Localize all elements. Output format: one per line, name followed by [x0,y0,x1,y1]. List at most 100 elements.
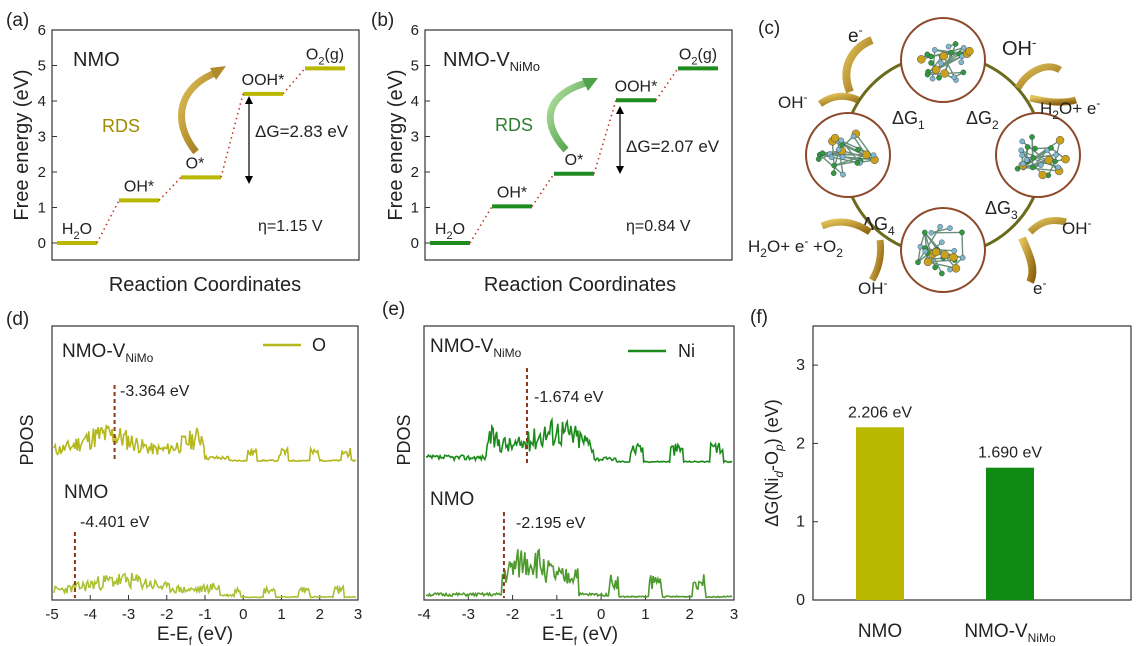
atom [1053,151,1059,158]
panel-e-xlabel: E-Ef (eV) [542,624,618,646]
y-tick-label: 3 [38,129,46,146]
atom-bond [961,232,964,258]
panel-c: (c) ΔG1 ΔG2 ΔG3 ΔG4 e- OH- OH- H2O+ e- O… [748,17,1100,298]
atom-bond [931,227,951,234]
atom [1018,147,1024,154]
atom [931,65,941,74]
panel-a-title: NMO [73,49,120,71]
y-tick-label: 3 [796,357,805,374]
panel-c-label: (c) [758,18,780,39]
panel-b-dg-arrow-down-icon [616,166,624,174]
atom [932,264,938,271]
atom [839,154,846,160]
atom [951,248,958,254]
step-label: H2O [62,221,92,242]
pdos-curve [53,572,357,599]
atom [945,43,952,50]
atom-bond [1023,166,1060,172]
x-tick-label: 3 [730,606,738,623]
y-tick-label: 1 [796,514,805,531]
panel-d-axes [51,325,359,601]
panel-e-curves [425,368,733,599]
atom [947,225,953,231]
panel-a: (a) NMO Free energy (eV) Reaction Coordi… [6,10,360,296]
y-tick-label: 5 [411,58,419,75]
atom [835,146,842,153]
atom [923,257,933,267]
atom [931,247,941,257]
atom [949,253,958,262]
atom [870,152,877,158]
atom [840,171,846,178]
atom [1024,144,1031,150]
c-oh-bottom: OH- [858,276,888,298]
panel-b-axes [424,29,733,261]
c-oh-top-right: OH- [1002,35,1036,60]
x-tick-label: -2 [160,606,173,623]
panel-a-dg-arrow-up-icon [245,96,253,104]
panel-a-axes [51,29,360,261]
y-tick-label: 4 [38,93,46,110]
rds-arrow-icon [178,68,220,155]
atom [960,45,967,51]
atom [939,51,948,61]
x-tick-label: -4 [417,606,430,623]
panel-e-xticks: -4 -3 -2 -1 0 1 2 3 [417,595,738,623]
atom [922,248,929,255]
step-label: O* [565,152,584,169]
y-tick-label: 2 [38,164,46,181]
atom [958,59,965,66]
atom [1032,145,1038,152]
atom [924,51,931,58]
panel-e-axes [423,325,735,601]
panel-f-yticks: 0 1 2 3 [796,357,818,609]
y-tick-label: 1 [38,200,46,217]
dg1-label: ΔG1 [892,108,925,132]
structure-nodes [805,17,1081,293]
flow-arrow-icon [1027,216,1067,235]
panel-e-ylabel: PDOS [394,414,414,465]
atom [938,60,945,67]
atom [1044,155,1053,165]
bar [856,427,904,600]
atom [951,264,961,273]
atom [855,146,861,153]
rds-arrowhead-icon [210,66,226,80]
panel-d-series-2: NMO [64,482,108,503]
step-connector [220,93,244,178]
panel-b-yticks: 0 1 2 3 4 5 6 [411,22,430,252]
panel-b-delta-g: ΔG=2.07 eV [626,137,720,156]
panel-a-xlabel: Reaction Coordinates [109,274,301,296]
atom [960,69,967,76]
panel-d-label: (d) [6,309,29,330]
y-tick-label: 0 [796,592,805,609]
step-connector [158,176,182,201]
flow-arrow-icon [820,218,872,235]
x-tick-label: -3 [462,606,475,623]
step-connector [96,200,120,244]
x-tick-label: 3 [354,606,362,623]
x-tick-label: 2 [686,606,694,623]
atom [819,150,826,157]
panel-e-center-1: -1.674 eV [534,389,604,406]
atom [815,156,822,162]
panel-b-label: (b) [371,10,394,31]
x-tick-label: -1 [550,606,563,623]
atom [936,74,942,81]
x-tick-label: 0 [597,606,605,623]
panel-b-dg-arrow-up-icon [616,106,624,114]
dg3-label: ΔG3 [985,198,1018,222]
pdos-curve [53,424,357,463]
panel-a-rds: RDS [102,116,140,136]
step-label: OH* [497,184,527,201]
panel-d: (d) PDOS E-Ef (eV) -5 -4 -3 -2 -1 0 1 2 3 NMO-VN… [6,309,362,646]
panel-b-eta: η=0.84 V [626,218,691,235]
y-tick-label: 4 [411,93,419,110]
x-tick-label: 0 [239,606,247,623]
y-tick-label: 0 [38,235,46,252]
flow-arrow-icon [1014,63,1062,90]
panel-a-ylabel: Free energy (eV) [11,69,33,220]
step-label: OH* [124,178,154,195]
panel-f-cat-2: NMO-VNiMo [964,621,1056,645]
c-e-bottom-right: e- [1033,276,1046,298]
